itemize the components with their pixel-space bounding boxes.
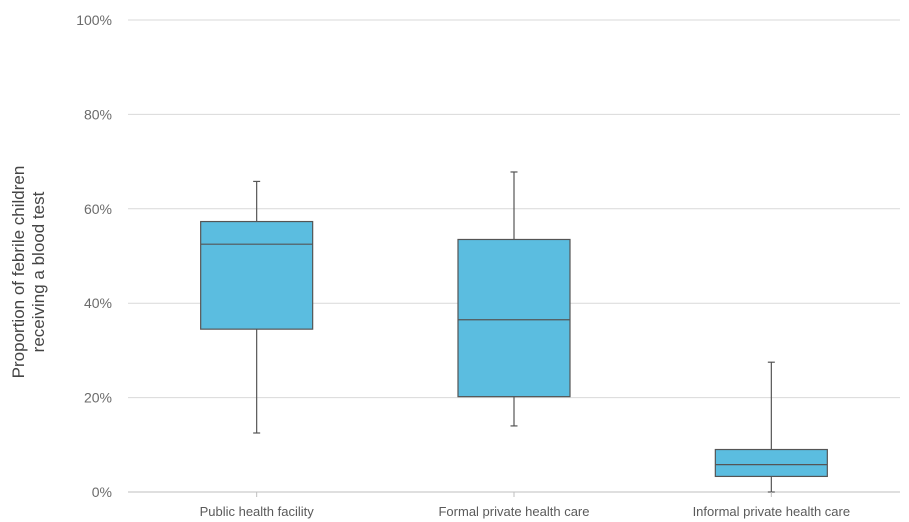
- y-tick-label-20: 20%: [84, 390, 112, 406]
- x-axis-ticks: Public health facility Formal private hea…: [200, 492, 851, 519]
- box-2: [457, 171, 571, 427]
- x-tick-label-2: Formal private health care: [438, 504, 589, 519]
- y-tick-label-0: 0%: [92, 484, 112, 500]
- y-tick-label-60: 60%: [84, 201, 112, 217]
- boxes: [200, 171, 828, 493]
- interquartile-box: [714, 448, 828, 478]
- y-axis-title-line-2: receiving a blood test: [29, 191, 48, 352]
- y-axis-ticks: 0% 20% 40% 60% 80% 100%: [76, 12, 112, 500]
- interquartile-box: [457, 238, 571, 398]
- y-axis-title-line-1: Proportion of febrile children: [9, 166, 28, 379]
- x-tick-label-3: Informal private health care: [693, 504, 851, 519]
- x-tick-label-1: Public health facility: [200, 504, 315, 519]
- y-tick-label-40: 40%: [84, 295, 112, 311]
- y-tick-label-80: 80%: [84, 106, 112, 122]
- interquartile-box: [200, 220, 314, 330]
- box-3: [714, 361, 828, 493]
- y-tick-label-100: 100%: [76, 12, 112, 28]
- box-1: [200, 180, 314, 434]
